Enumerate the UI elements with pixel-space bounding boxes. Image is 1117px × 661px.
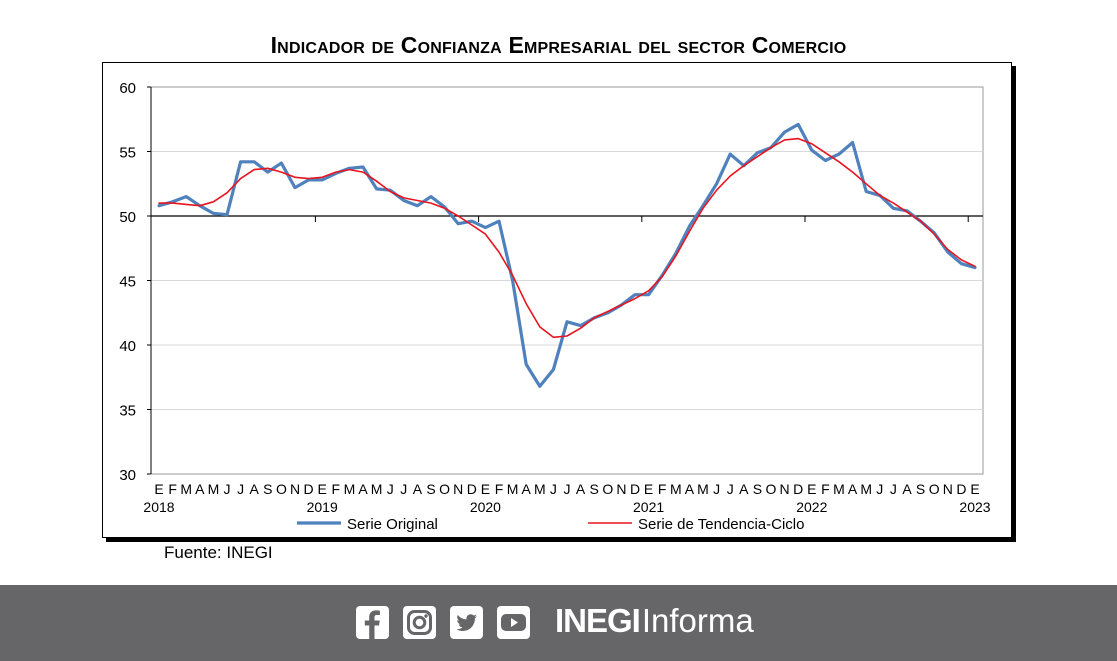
x-month-label: A bbox=[195, 481, 205, 497]
x-month-label: M bbox=[833, 481, 845, 497]
x-month-label: N bbox=[453, 481, 463, 497]
x-month-label: D bbox=[467, 481, 477, 497]
x-month-label: O bbox=[929, 481, 940, 497]
x-month-label: M bbox=[180, 481, 192, 497]
x-month-label: A bbox=[358, 481, 368, 497]
y-tick-label: 30 bbox=[119, 467, 136, 484]
chart-title: Indicador de Confianza Empresarial del s… bbox=[270, 32, 847, 58]
x-month-label: N bbox=[290, 481, 300, 497]
x-month-label: O bbox=[766, 481, 777, 497]
x-month-label: M bbox=[697, 481, 709, 497]
x-month-label: A bbox=[576, 481, 586, 497]
x-month-label: S bbox=[263, 481, 272, 497]
x-month-label: O bbox=[439, 481, 450, 497]
x-month-label: J bbox=[727, 481, 734, 497]
y-tick-label: 50 bbox=[119, 209, 136, 226]
x-year-label: 2023 bbox=[959, 499, 990, 515]
x-month-label: E bbox=[154, 481, 163, 497]
x-month-label: O bbox=[602, 481, 613, 497]
twitter-icon[interactable] bbox=[450, 606, 483, 639]
x-month-label: M bbox=[208, 481, 220, 497]
x-month-label: D bbox=[956, 481, 966, 497]
brand-light: Informa bbox=[641, 602, 754, 639]
x-month-label: J bbox=[400, 481, 407, 497]
x-month-label: S bbox=[590, 481, 599, 497]
x-month-label: F bbox=[168, 481, 177, 497]
legend-label: Serie Original bbox=[347, 516, 438, 533]
x-year-label: 2021 bbox=[633, 499, 664, 515]
youtube-icon[interactable] bbox=[497, 606, 530, 639]
x-month-label: M bbox=[344, 481, 356, 497]
instagram-icon[interactable] bbox=[403, 606, 436, 639]
x-year-label: 2019 bbox=[307, 499, 338, 515]
y-tick-label: 60 bbox=[119, 80, 136, 97]
inegi-informa-logo[interactable]: INEGIInforma bbox=[555, 602, 754, 640]
x-month-label: F bbox=[658, 481, 667, 497]
x-month-label: E bbox=[481, 481, 490, 497]
x-month-label: N bbox=[943, 481, 953, 497]
x-month-label: A bbox=[522, 481, 532, 497]
x-month-label: N bbox=[780, 481, 790, 497]
series-line-original bbox=[157, 122, 977, 388]
x-month-label: M bbox=[507, 481, 519, 497]
y-tick-label: 40 bbox=[119, 338, 136, 355]
x-month-label: E bbox=[644, 481, 653, 497]
x-month-label: S bbox=[916, 481, 925, 497]
x-month-label: D bbox=[630, 481, 640, 497]
facebook-icon[interactable] bbox=[356, 606, 389, 639]
legend-label: Serie de Tendencia-Ciclo bbox=[638, 516, 805, 533]
x-month-label: A bbox=[413, 481, 423, 497]
x-month-label: N bbox=[616, 481, 626, 497]
source-note: Fuente: INEGI bbox=[164, 543, 273, 562]
x-month-label: A bbox=[250, 481, 260, 497]
chart-frame: 30 35 40 45 50 55 60 E F M A M J J A S O N D E F M A M J J A S O N D E F… bbox=[102, 62, 1012, 538]
x-month-label: D bbox=[304, 481, 314, 497]
x-month-label: A bbox=[685, 481, 695, 497]
x-month-label: F bbox=[332, 481, 341, 497]
series-line-tendencia-ciclo bbox=[158, 137, 976, 339]
x-month-label: O bbox=[276, 481, 287, 497]
brand-bold: INEGI bbox=[555, 602, 641, 639]
y-tick-label: 45 bbox=[119, 274, 136, 291]
x-month-label: J bbox=[550, 481, 557, 497]
x-month-label: A bbox=[848, 481, 858, 497]
x-month-label: E bbox=[970, 481, 979, 497]
y-tick-label: 55 bbox=[119, 145, 136, 162]
x-month-label: J bbox=[564, 481, 571, 497]
x-month-label: A bbox=[739, 481, 749, 497]
x-month-label: S bbox=[753, 481, 762, 497]
x-month-label: J bbox=[713, 481, 720, 497]
x-month-label: E bbox=[318, 481, 327, 497]
x-month-label: J bbox=[224, 481, 231, 497]
x-month-label: J bbox=[876, 481, 883, 497]
x-month-label: D bbox=[793, 481, 803, 497]
x-month-label: M bbox=[860, 481, 872, 497]
x-month-label: M bbox=[534, 481, 546, 497]
x-month-label: F bbox=[821, 481, 830, 497]
x-month-label: E bbox=[807, 481, 816, 497]
x-month-label: S bbox=[426, 481, 435, 497]
x-month-label: J bbox=[890, 481, 897, 497]
x-month-label: J bbox=[237, 481, 244, 497]
x-year-label: 2022 bbox=[796, 499, 827, 515]
x-month-label: M bbox=[371, 481, 383, 497]
x-month-label: M bbox=[670, 481, 682, 497]
footer-bar: INEGIInforma bbox=[0, 585, 1117, 661]
x-month-label: A bbox=[902, 481, 912, 497]
x-year-label: 2020 bbox=[470, 499, 501, 515]
y-tick-label: 35 bbox=[119, 403, 136, 420]
x-month-label: F bbox=[495, 481, 504, 497]
x-month-label: J bbox=[387, 481, 394, 497]
x-year-label: 2018 bbox=[143, 499, 174, 515]
